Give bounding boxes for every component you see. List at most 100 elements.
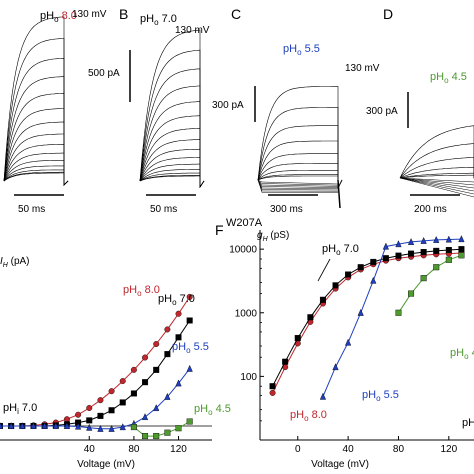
label-pointer-f (317, 258, 331, 282)
data-point-e (142, 354, 149, 361)
data-point-f (345, 338, 352, 346)
data-point-f (382, 255, 389, 262)
current-trace (257, 125, 343, 189)
data-point-e (119, 423, 126, 431)
data-point-e (141, 413, 149, 420)
current-trace (139, 175, 205, 188)
x-tick-label-f: 40 (343, 444, 355, 455)
data-point-e (97, 424, 104, 432)
data-point-f (332, 282, 339, 289)
panel-d: D pHo 4.5 300 pA 200 ms (366, 6, 474, 215)
current-trace (3, 143, 69, 186)
panel-letter-c: C (231, 6, 241, 22)
current-trace (139, 172, 205, 188)
x-tick-label-e: 120 (170, 444, 187, 455)
panel-letter-f: F (215, 222, 224, 238)
time-bar-label-b: 50 ms (150, 204, 177, 215)
series-line-f (272, 252, 462, 394)
inward-trace (257, 179, 339, 193)
current-traces-a (3, 16, 69, 186)
data-point-e (75, 411, 82, 418)
data-point-e (130, 366, 137, 373)
current-trace (139, 163, 205, 188)
data-point-e (97, 397, 104, 404)
data-point-e (175, 334, 182, 341)
data-point-f (395, 252, 402, 259)
data-point-e (175, 379, 182, 387)
current-trace (139, 169, 205, 188)
series-label-e: pHo 5.5 (172, 341, 209, 355)
current-bar-label-d: 300 pA (366, 106, 398, 117)
mutant-label: W207A (226, 217, 263, 229)
x-tick-label-f: 80 (393, 444, 405, 455)
voltage-label-b: 130 mV (175, 25, 210, 36)
series-label-e: pHo 4.5 (194, 403, 231, 417)
data-point-e (119, 399, 126, 406)
current-trace (3, 57, 69, 186)
current-trace (399, 172, 474, 179)
series-label-f: pHo 5.5 (362, 389, 399, 403)
current-trace (139, 139, 205, 188)
data-point-f (395, 240, 402, 248)
inward-trace (399, 177, 474, 192)
y-axis-label-e: IH (pA) (0, 256, 30, 269)
voltage-label-c: 130 mV (345, 63, 380, 74)
data-point-f (307, 314, 314, 321)
data-point-f (319, 296, 326, 303)
current-trace (3, 172, 69, 186)
data-point-e (153, 433, 160, 440)
data-point-f (458, 235, 465, 243)
data-point-e (108, 424, 115, 432)
ph-i-label: pHi 7.0 (3, 402, 37, 416)
current-trace (399, 125, 474, 179)
data-point-f (433, 247, 440, 254)
current-trace (257, 175, 343, 189)
data-point-f (445, 235, 452, 243)
panel-f: F gH (pS) 100 1000 10000 0 40 80 120 Voltage (m… (215, 222, 474, 470)
series-label-f: pHo 8.0 (290, 409, 327, 423)
data-point-f (269, 383, 276, 390)
data-point-e (175, 425, 182, 432)
current-traces-c (257, 86, 343, 209)
data-point-f (420, 275, 427, 282)
data-point-f (319, 392, 327, 400)
data-point-e (142, 433, 149, 440)
data-point-f (357, 308, 364, 316)
current-trace (3, 16, 69, 186)
data-point-e (0, 422, 4, 429)
tail-current (337, 179, 341, 209)
current-trace (3, 165, 69, 186)
current-traces-b (139, 29, 205, 188)
data-point-e (52, 422, 59, 429)
series-line-f (322, 238, 462, 397)
current-trace (3, 171, 69, 186)
data-point-f (433, 235, 440, 243)
x-axis-label-f: Voltage (mV) (311, 459, 369, 470)
data-point-e (130, 424, 137, 431)
current-trace (257, 170, 343, 189)
data-point-e (153, 366, 160, 373)
data-point-f (420, 249, 427, 256)
x-tick-label-e: 80 (128, 444, 140, 455)
current-bar-label-c: 300 pA (212, 100, 244, 111)
current-traces-d (399, 125, 474, 198)
current-trace (3, 76, 69, 186)
current-trace (3, 169, 69, 186)
data-point-f (294, 335, 301, 342)
current-trace (3, 160, 69, 186)
data-point-f (282, 358, 289, 365)
chart-f: 100 1000 10000 0 40 80 120 Voltage (mV) pHo 7.0 p… (229, 230, 474, 470)
current-trace (139, 148, 205, 188)
data-point-e (86, 405, 93, 412)
current-trace (257, 153, 343, 189)
x-tick-label-f: 0 (295, 444, 301, 455)
series-label-e: pHo 7.0 (158, 293, 195, 307)
cut-off-label-f: pH (462, 417, 474, 429)
time-bar-label-a: 50 ms (18, 204, 45, 215)
panel-e: IH (pA) pHi 7.0 40 80 120 Voltage (mV) pHo 8… (0, 256, 231, 470)
data-point-e (164, 326, 171, 333)
data-point-e (186, 293, 193, 300)
y-tick-label-f: 10000 (229, 245, 257, 256)
current-trace (139, 157, 205, 188)
